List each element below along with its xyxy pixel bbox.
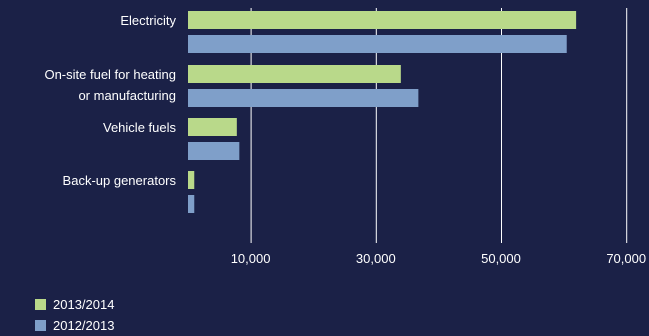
legend-item-2012-2013: 2012/2013 bbox=[35, 318, 114, 333]
legend-item-2013-2014: 2013/2014 bbox=[35, 297, 114, 312]
bar-2012-2013 bbox=[188, 142, 240, 160]
legend-label-2013-2014: 2013/2014 bbox=[53, 297, 115, 312]
bar-2012-2013 bbox=[188, 195, 195, 213]
x-tick-label: 30,000 bbox=[356, 251, 396, 266]
legend-swatch-2013-2014 bbox=[35, 299, 46, 310]
x-tick-label: 70,000 bbox=[606, 251, 646, 266]
bar-2013-2014 bbox=[188, 118, 237, 136]
x-tick-label: 50,000 bbox=[481, 251, 521, 266]
bar-2012-2013 bbox=[188, 35, 567, 53]
x-tick-label: 10,000 bbox=[231, 251, 271, 266]
bar-2012-2013 bbox=[188, 89, 419, 107]
bar-2013-2014 bbox=[188, 65, 401, 83]
category-label: On-site fuel for heating bbox=[44, 67, 176, 82]
legend-swatch-2012-2013 bbox=[35, 320, 46, 331]
legend-label-2012-2013: 2012/2013 bbox=[53, 318, 115, 333]
category-label: Vehicle fuels bbox=[103, 120, 176, 135]
bar-2013-2014 bbox=[188, 171, 195, 189]
category-label: or manufacturing bbox=[78, 88, 176, 103]
category-label: Electricity bbox=[120, 13, 176, 28]
bar-2013-2014 bbox=[188, 11, 577, 29]
category-label: Back-up generators bbox=[63, 173, 177, 188]
